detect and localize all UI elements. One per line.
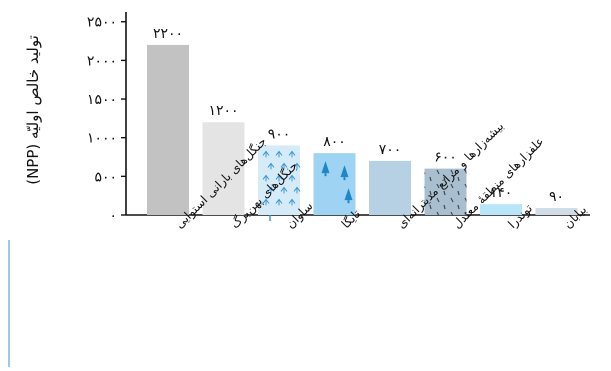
value-label: ۱۲۰۰ bbox=[208, 103, 238, 119]
y-tick-label: ۱۵۰۰ bbox=[87, 92, 117, 108]
value-label: ۸۰۰ bbox=[323, 134, 346, 150]
y-axis-label: تولید خالص اولیّه (NPP) bbox=[24, 35, 42, 185]
value-label: ۷۰۰ bbox=[379, 142, 402, 158]
bar bbox=[202, 122, 245, 215]
value-label: ۲۲۰۰ bbox=[153, 26, 183, 42]
y-tick-label: ۱۰۰۰ bbox=[87, 131, 117, 147]
bar bbox=[369, 160, 411, 215]
frame-accent-line bbox=[8, 240, 10, 367]
bar-pattern-trees bbox=[321, 161, 353, 204]
bar-pattern-dashes bbox=[424, 168, 467, 215]
value-label: ۹۰۰ bbox=[268, 126, 291, 142]
value-label: ۱۴۰ bbox=[490, 185, 513, 201]
bar bbox=[535, 208, 578, 215]
bar bbox=[480, 204, 522, 215]
bar bbox=[313, 153, 356, 215]
y-tick-label: ۰ bbox=[109, 208, 117, 224]
y-tick-label: ۵۰۰ bbox=[94, 169, 117, 185]
chart-bars bbox=[147, 44, 578, 221]
y-tick-label: ۲۵۰۰ bbox=[87, 15, 117, 31]
x-tick-label: بیابان bbox=[561, 203, 590, 232]
y-tick-label: ۲۰۰۰ bbox=[87, 53, 117, 69]
bar bbox=[147, 44, 189, 215]
value-label: ۹۰ bbox=[549, 189, 564, 205]
value-label: ۶۰۰ bbox=[434, 150, 457, 166]
bar-pattern-grass bbox=[262, 150, 301, 221]
